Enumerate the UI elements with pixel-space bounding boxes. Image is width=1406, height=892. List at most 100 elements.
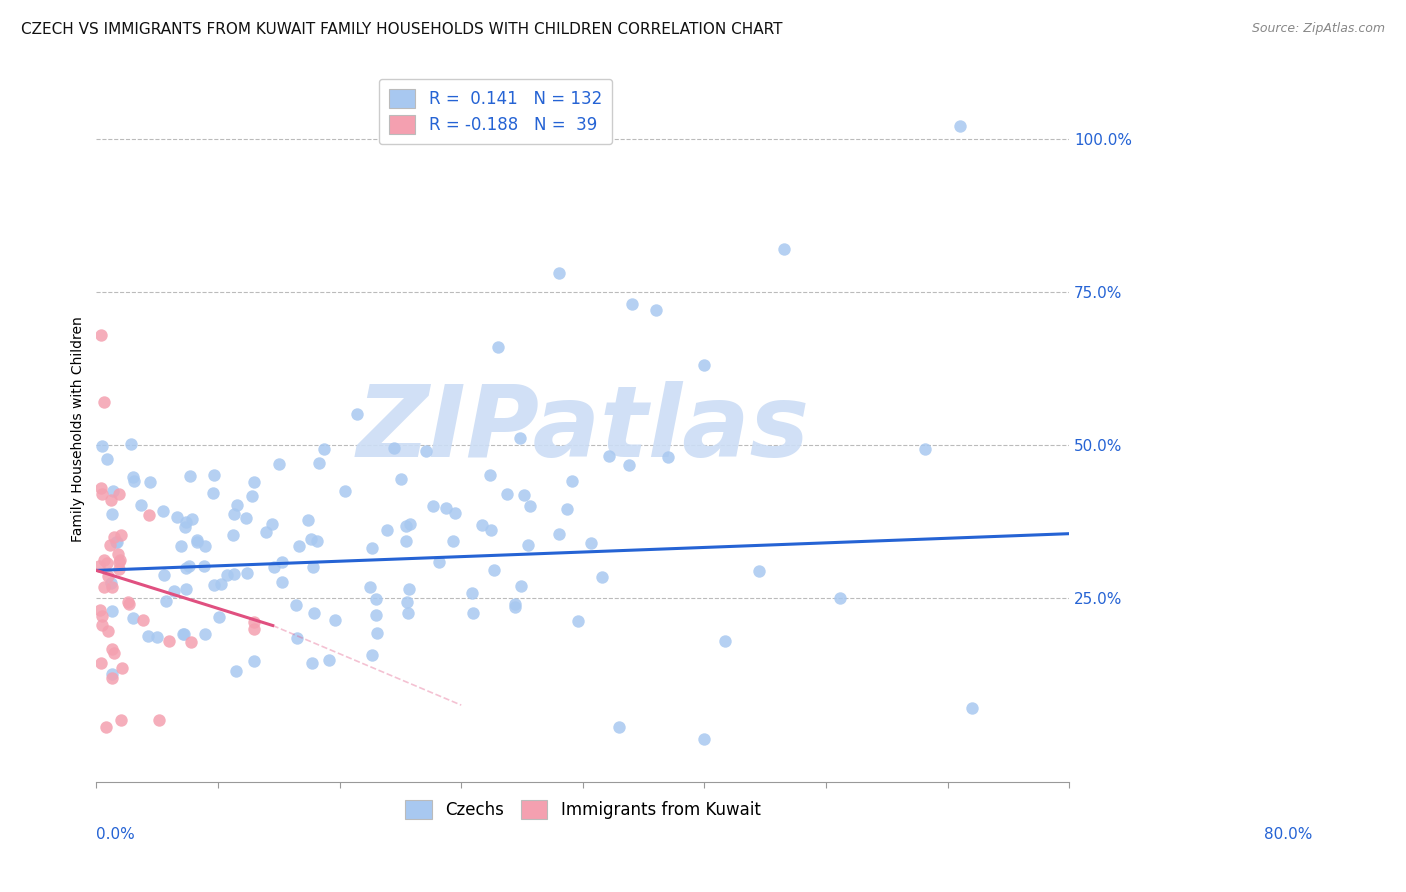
Point — [486, 340, 509, 354]
Point — [461, 586, 484, 600]
Point — [479, 524, 502, 538]
Point — [243, 622, 266, 636]
Text: Source: ZipAtlas.com: Source: ZipAtlas.com — [1251, 22, 1385, 36]
Point — [117, 594, 139, 608]
Point — [434, 501, 457, 516]
Point — [180, 512, 202, 526]
Point — [100, 671, 122, 685]
Text: CZECH VS IMMIGRANTS FROM KUWAIT FAMILY HOUSEHOLDS WITH CHILDREN CORRELATION CHAR: CZECH VS IMMIGRANTS FROM KUWAIT FAMILY H… — [21, 22, 783, 37]
Point — [132, 613, 155, 627]
Point — [120, 437, 142, 451]
Point — [285, 598, 308, 612]
Point — [314, 442, 336, 456]
Point — [503, 597, 526, 611]
Point — [548, 527, 571, 541]
Point — [297, 513, 319, 527]
Point — [108, 487, 131, 501]
Point — [107, 547, 129, 561]
Point — [177, 559, 200, 574]
Point — [122, 474, 145, 488]
Point — [271, 575, 294, 590]
Point — [91, 487, 114, 501]
Point — [94, 720, 117, 734]
Point — [90, 439, 112, 453]
Point — [302, 560, 325, 574]
Point — [96, 569, 118, 583]
Point — [512, 488, 534, 502]
Point — [415, 444, 437, 458]
Point — [110, 528, 132, 542]
Point — [202, 468, 225, 483]
Point — [153, 567, 176, 582]
Point — [620, 297, 643, 311]
Point — [377, 523, 399, 537]
Point — [98, 538, 121, 552]
Y-axis label: Family Households with Children: Family Households with Children — [72, 317, 86, 542]
Point — [399, 516, 422, 531]
Point — [104, 535, 127, 549]
Point — [748, 565, 770, 579]
Point — [152, 504, 174, 518]
Point — [482, 563, 505, 577]
Point — [90, 481, 112, 495]
Point — [100, 575, 122, 590]
Point — [960, 701, 983, 715]
Point — [519, 499, 541, 513]
Point — [366, 592, 388, 607]
Point — [176, 515, 198, 529]
Point — [174, 560, 197, 574]
Point — [335, 483, 357, 498]
Point — [222, 528, 245, 542]
Point — [93, 553, 115, 567]
Point — [361, 541, 384, 555]
Point — [179, 469, 201, 483]
Point — [366, 608, 388, 623]
Point — [471, 517, 494, 532]
Point — [170, 539, 193, 553]
Point — [713, 634, 735, 648]
Point — [173, 520, 195, 534]
Point — [271, 555, 294, 569]
Point — [173, 627, 195, 641]
Point — [155, 593, 177, 607]
Point — [89, 559, 111, 574]
Point — [139, 475, 162, 489]
Point — [461, 606, 484, 620]
Point — [100, 507, 122, 521]
Point — [226, 498, 249, 512]
Point — [91, 618, 114, 632]
Text: 0.0%: 0.0% — [97, 828, 135, 842]
Point — [427, 555, 450, 569]
Point — [396, 606, 419, 620]
Point — [243, 475, 266, 489]
Point — [299, 532, 322, 546]
Point — [121, 611, 143, 625]
Point — [93, 395, 115, 409]
Point — [202, 578, 225, 592]
Point — [240, 489, 263, 503]
Point — [172, 627, 194, 641]
Point — [561, 475, 583, 489]
Point — [138, 508, 160, 522]
Point — [260, 516, 283, 531]
Point — [579, 536, 602, 550]
Point — [359, 580, 381, 594]
Point — [693, 358, 716, 372]
Point — [547, 267, 569, 281]
Point — [174, 582, 197, 597]
Point — [194, 539, 217, 553]
Point — [609, 720, 631, 734]
Point — [209, 577, 232, 591]
Point — [318, 653, 340, 667]
Point — [361, 648, 384, 662]
Point — [208, 610, 231, 624]
Point — [693, 731, 716, 746]
Point — [396, 595, 419, 609]
Point — [509, 432, 531, 446]
Point — [235, 566, 257, 580]
Point — [591, 570, 613, 584]
Point — [398, 582, 420, 596]
Point — [567, 615, 589, 629]
Point — [101, 642, 124, 657]
Point — [186, 533, 208, 548]
